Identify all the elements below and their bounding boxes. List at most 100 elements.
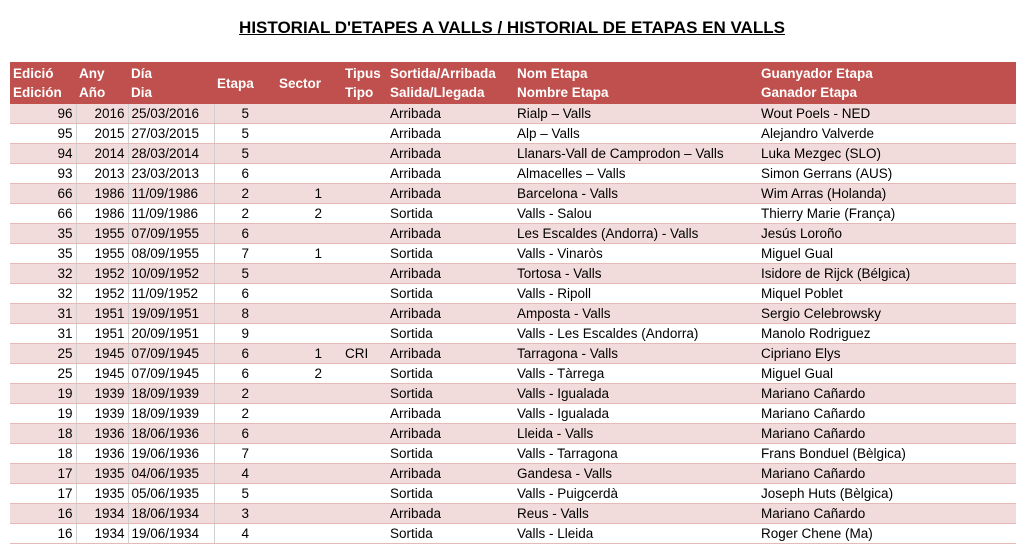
cell-tipus	[342, 483, 387, 504]
cell-guanyador: Miguel Gual	[758, 363, 1016, 384]
cell-sortida: Sortida	[387, 203, 514, 224]
table-row: 94 2014 28/03/2014 5 Arribada Llanars-Vall de…	[10, 143, 1016, 164]
cell-tipus	[342, 104, 387, 124]
cell-nom: Amposta - Valls	[514, 303, 758, 324]
cell-guanyador: Alejandro Valverde	[758, 123, 1016, 144]
cell-any: 1939	[76, 403, 129, 424]
header-etapa: Etapa	[214, 62, 276, 104]
cell-nom: Rialp – Valls	[514, 104, 758, 124]
header-nom: Nom Etapa Nombre Etapa	[514, 62, 758, 104]
cell-any: 1934	[76, 523, 129, 544]
cell-edicio: 25	[10, 363, 77, 384]
cell-edicio: 18	[10, 423, 77, 444]
cell-etapa: 2	[214, 383, 276, 404]
cell-sector	[276, 163, 342, 184]
table-row: 35 1955 08/09/1955 7 1 Sortida Valls - Vinaròs…	[10, 243, 1016, 264]
cell-tipus	[342, 283, 387, 304]
cell-nom: Valls - Puigcerdà	[514, 483, 758, 504]
cell-guanyador: Jesús Loroño	[758, 223, 1016, 244]
cell-dia: 25/03/2016	[128, 104, 215, 124]
cell-sector	[276, 463, 342, 484]
table-row: 16 1934 18/06/1934 3 Arribada Reus - Valls Mar…	[10, 503, 1016, 524]
cell-dia: 19/06/1936	[128, 443, 215, 464]
header-guanyador: Guanyador Etapa Ganador Etapa	[758, 62, 1016, 104]
cell-etapa: 2	[214, 183, 276, 204]
cell-etapa: 7	[214, 243, 276, 264]
table-row: 31 1951 20/09/1951 9 Sortida Valls - Les Esca…	[10, 323, 1016, 344]
cell-dia: 04/06/1935	[128, 463, 215, 484]
cell-dia: 20/09/1951	[128, 323, 215, 344]
cell-any: 1934	[76, 503, 129, 524]
cell-edicio: 96	[10, 104, 77, 124]
cell-dia: 05/06/1935	[128, 483, 215, 504]
cell-guanyador: Miquel Poblet	[758, 283, 1016, 304]
table-row: 96 2016 25/03/2016 5 Arribada Rialp – Valls Wo…	[10, 104, 1016, 124]
cell-dia: 18/06/1936	[128, 423, 215, 444]
cell-dia: 07/09/1945	[128, 343, 215, 364]
cell-etapa: 5	[214, 104, 276, 124]
cell-sector	[276, 323, 342, 344]
cell-any: 1936	[76, 423, 129, 444]
cell-guanyador: Luka Mezgec (SLO)	[758, 143, 1016, 164]
cell-nom: Almacelles – Valls	[514, 163, 758, 184]
cell-dia: 07/09/1945	[128, 363, 215, 384]
cell-etapa: 6	[214, 363, 276, 384]
cell-edicio: 35	[10, 243, 77, 264]
cell-tipus	[342, 463, 387, 484]
cell-etapa: 6	[214, 423, 276, 444]
cell-tipus	[342, 323, 387, 344]
table-row: 35 1955 07/09/1955 6 Arribada Les Escaldes (A…	[10, 223, 1016, 244]
page-title: HISTORIAL D'ETAPES A VALLS / HISTORIAL D…	[239, 18, 785, 37]
cell-any: 1935	[76, 463, 129, 484]
cell-edicio: 25	[10, 343, 77, 364]
table-row: 18 1936 18/06/1936 6 Arribada Lleida - Valls M…	[10, 423, 1016, 444]
cell-sortida: Arribada	[387, 303, 514, 324]
cell-edicio: 95	[10, 123, 77, 144]
cell-any: 2013	[76, 163, 129, 184]
cell-dia: 18/09/1939	[128, 403, 215, 424]
cell-edicio: 31	[10, 303, 77, 324]
cell-dia: 07/09/1955	[128, 223, 215, 244]
header-row: Edició Edición Any Año Día Dia Etapa Sector…	[10, 62, 1016, 104]
cell-edicio: 16	[10, 523, 77, 544]
cell-guanyador: Wout Poels - NED	[758, 104, 1016, 124]
cell-tipus: CRI	[342, 343, 387, 364]
cell-etapa: 5	[214, 483, 276, 504]
cell-nom: Barcelona - Valls	[514, 183, 758, 204]
cell-edicio: 19	[10, 383, 77, 404]
cell-any: 1951	[76, 303, 129, 324]
cell-dia: 23/03/2013	[128, 163, 215, 184]
cell-sector	[276, 503, 342, 524]
cell-sector: 1	[276, 243, 342, 264]
cell-sector: 1	[276, 183, 342, 204]
cell-dia: 11/09/1986	[128, 183, 215, 204]
cell-sortida: Arribada	[387, 123, 514, 144]
cell-etapa: 9	[214, 323, 276, 344]
cell-sortida: Sortida	[387, 363, 514, 384]
cell-nom: Valls - Vinaròs	[514, 243, 758, 264]
header-dia: Día Dia	[128, 62, 214, 104]
cell-tipus	[342, 363, 387, 384]
cell-sector	[276, 104, 342, 124]
cell-sortida: Arribada	[387, 503, 514, 524]
table-row: 95 2015 27/03/2015 5 Arribada Alp – Valls Alej…	[10, 123, 1016, 144]
cell-nom: Valls - Tàrrega	[514, 363, 758, 384]
cell-any: 1935	[76, 483, 129, 504]
cell-sector	[276, 123, 342, 144]
cell-nom: Valls - Les Escaldes (Andorra)	[514, 323, 758, 344]
cell-sector: 1	[276, 343, 342, 364]
header-edicio: Edició Edición	[10, 62, 76, 104]
cell-etapa: 8	[214, 303, 276, 324]
cell-nom: Valls - Igualada	[514, 403, 758, 424]
cell-sortida: Arribada	[387, 423, 514, 444]
cell-guanyador: Mariano Cañardo	[758, 383, 1016, 404]
cell-tipus	[342, 403, 387, 424]
cell-etapa: 5	[214, 263, 276, 284]
cell-sortida: Arribada	[387, 104, 514, 124]
cell-dia: 11/09/1986	[128, 203, 215, 224]
cell-edicio: 31	[10, 323, 77, 344]
cell-nom: Gandesa - Valls	[514, 463, 758, 484]
cell-any: 1945	[76, 343, 129, 364]
cell-nom: Valls - Ripoll	[514, 283, 758, 304]
cell-sector	[276, 483, 342, 504]
